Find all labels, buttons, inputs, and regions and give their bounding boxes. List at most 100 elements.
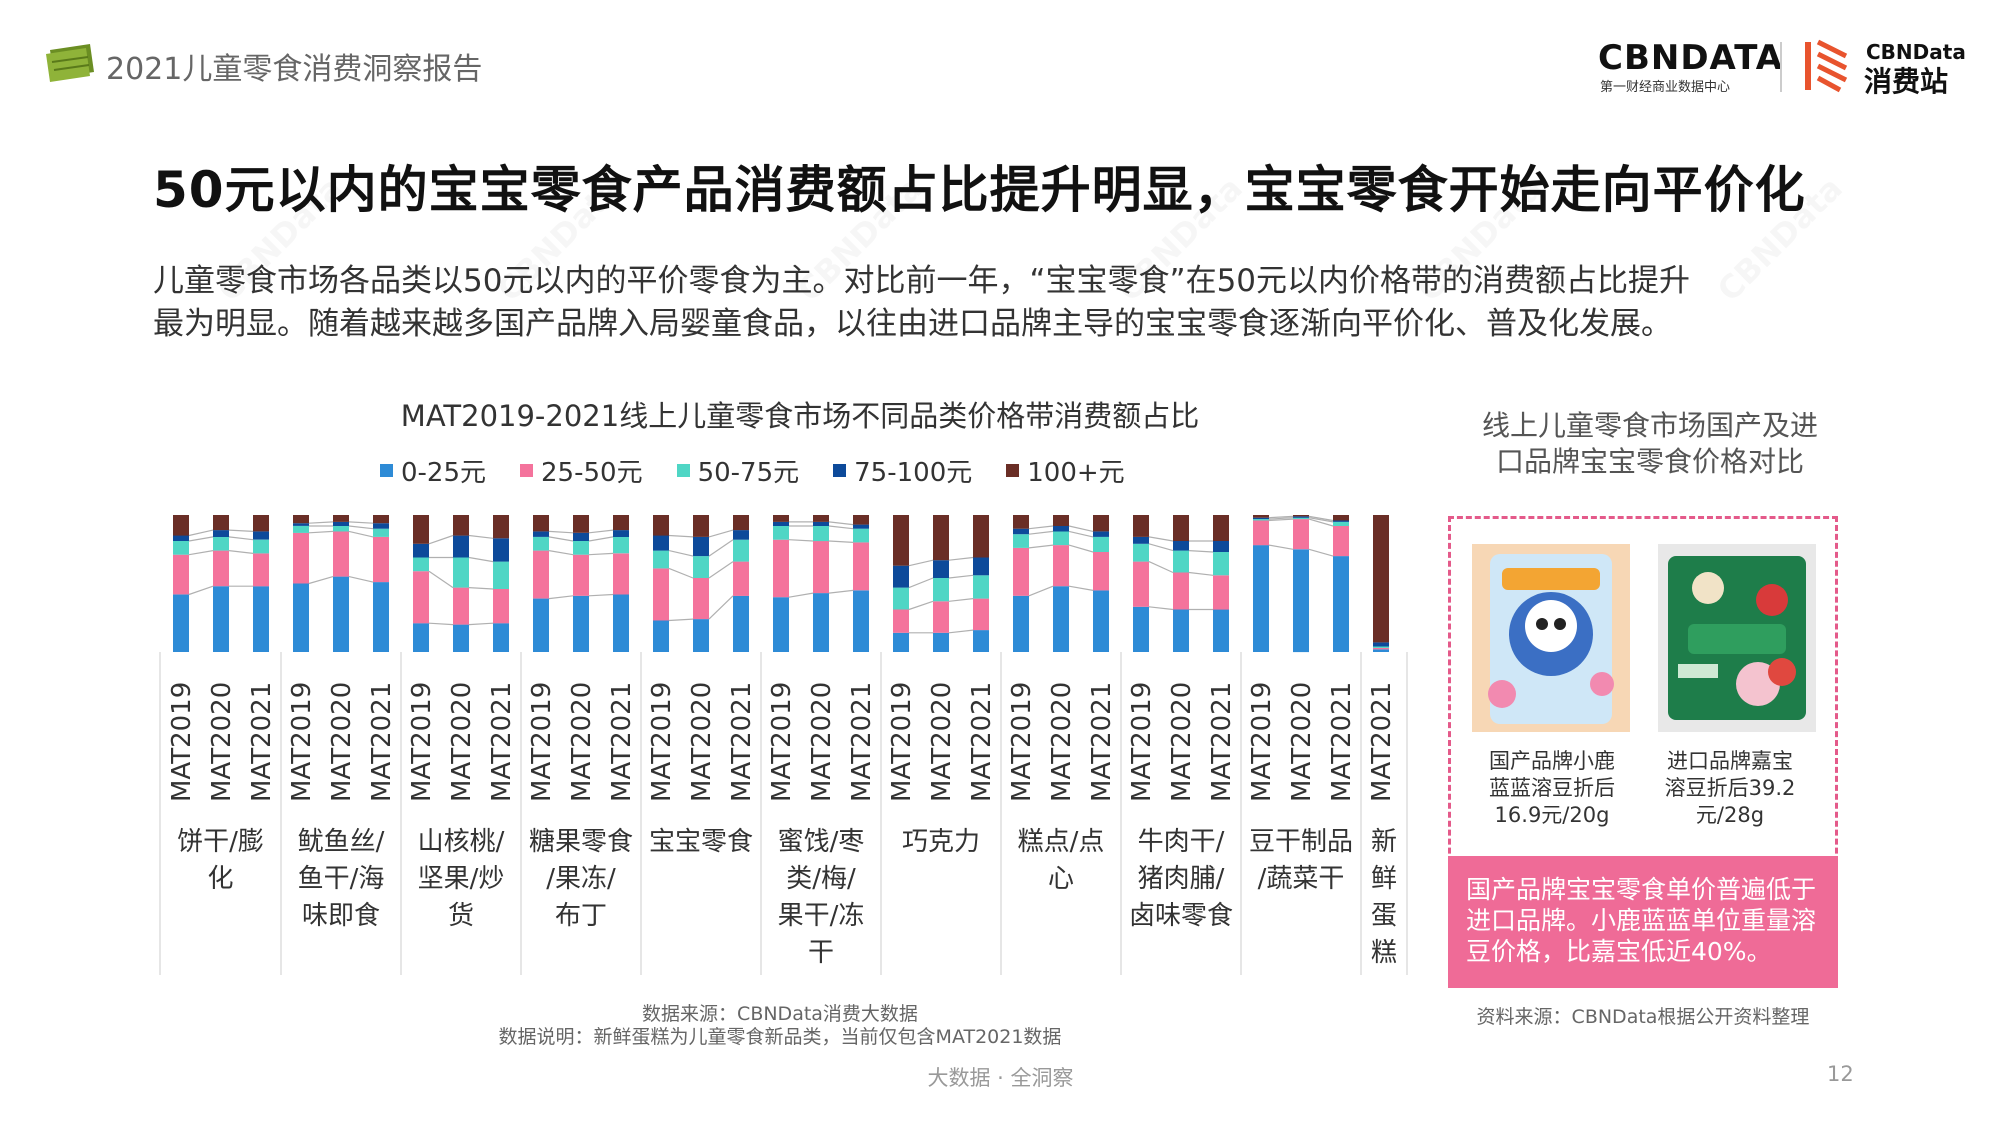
- bar-segment: [373, 536, 389, 583]
- x-tick-label: MAT2019: [887, 682, 917, 802]
- domestic-product-caption: 国产品牌小鹿 蓝蓝溶豆折后 16.9元/20g: [1489, 749, 1615, 827]
- x-tick-label: MAT2019: [527, 682, 557, 802]
- connector-line: [1268, 515, 1294, 519]
- connector-line: [188, 585, 214, 596]
- connector-line: [548, 536, 574, 542]
- bar-segment: [613, 536, 629, 554]
- chart-title: MAT2019-2021线上儿童零食市场不同品类价格带消费额占比: [400, 399, 1200, 433]
- x-tick-label: MAT2019: [167, 682, 197, 802]
- legend-label: 75-100元: [854, 458, 973, 488]
- connector-line: [228, 536, 254, 541]
- category-label: 干: [808, 938, 834, 968]
- bar-segment: [893, 515, 909, 566]
- imported-product-image: [1658, 544, 1816, 732]
- category-label: 布丁: [555, 901, 607, 931]
- connector-line: [548, 550, 574, 556]
- connector-line: [708, 529, 734, 538]
- connector-line: [708, 595, 734, 620]
- bar-segment: [1093, 531, 1109, 537]
- bar-segment: [653, 620, 669, 652]
- legend-label: 25-50元: [541, 458, 643, 488]
- connector-line: [228, 550, 254, 554]
- connector-line: [828, 525, 854, 530]
- bar-segment: [373, 582, 389, 652]
- category-label: 化: [207, 864, 233, 894]
- bar-segment: [653, 515, 669, 536]
- legend-item: 25-50元: [520, 452, 643, 489]
- bar-segment: [733, 515, 749, 531]
- bar-segment: [1213, 552, 1229, 576]
- stacked-bar-chart: MAT2019 MAT2020 MAT2021 MAT2019 MAT2020 MAT20…: [159, 515, 1408, 975]
- connector-line: [1068, 525, 1094, 532]
- bar-segment: [1293, 517, 1309, 520]
- x-tick-label: MAT2020: [327, 682, 357, 802]
- connector-line: [548, 595, 574, 600]
- sidebar-title-line2: 口品牌宝宝零食价格对比: [1495, 445, 1804, 478]
- bar-segment: [293, 526, 309, 533]
- bar-segment: [1133, 515, 1149, 537]
- bar-segment: [1293, 515, 1309, 517]
- bar-segment: [1373, 646, 1389, 648]
- bar-segment: [853, 515, 869, 525]
- bar-segment: [1133, 536, 1149, 544]
- bar-segment: [493, 538, 509, 562]
- category-label: /果冻/: [546, 864, 616, 894]
- consumer-station-logo-bottom: 消费站: [1864, 65, 1949, 98]
- bar-segment: [293, 515, 309, 524]
- category-label: 巧克力: [902, 827, 980, 857]
- x-tick-label: MAT2021: [727, 682, 757, 802]
- bar-segment: [413, 557, 429, 572]
- bar-segment: [1173, 609, 1189, 652]
- connector-line: [1308, 548, 1334, 557]
- bar-segment: [773, 515, 789, 522]
- connector-line: [468, 534, 494, 539]
- bar-segment: [333, 526, 349, 532]
- connector-line: [1308, 517, 1334, 523]
- connector-line: [1308, 518, 1334, 527]
- bar-segment: [173, 594, 189, 652]
- connector-line: [668, 567, 694, 579]
- bar-segment: [653, 550, 669, 569]
- connector-line: [948, 574, 974, 579]
- category-label: 蜜饯/枣: [778, 827, 865, 857]
- footer-slogan: 大数据 · 全洞察: [927, 1066, 1074, 1090]
- connector-line: [828, 540, 854, 543]
- bar-segment: [573, 515, 589, 533]
- legend-swatch: [1006, 464, 1020, 477]
- bar-segment: [613, 515, 629, 531]
- connector-line: [348, 525, 374, 530]
- bar-segment: [1253, 515, 1269, 518]
- x-tick-label: MAT2019: [1247, 682, 1277, 802]
- sidebar-title-line1: 线上儿童零食市场国产及进: [1481, 409, 1818, 442]
- x-tick-label: MAT2021: [367, 682, 397, 802]
- bar-segment: [733, 530, 749, 540]
- bar-segment: [973, 630, 989, 652]
- category-label: 新: [1371, 827, 1397, 857]
- category-label: 蛋: [1371, 901, 1397, 931]
- bar-segment: [1253, 545, 1269, 652]
- category-label: 鱿鱼丝/: [298, 827, 385, 857]
- connector-line: [1148, 536, 1174, 542]
- domestic-product-image: [1472, 544, 1630, 732]
- bar-segment: [613, 594, 629, 652]
- x-tick-label: MAT2021: [847, 682, 877, 802]
- connector-line: [228, 529, 254, 532]
- bar-segment: [1173, 515, 1189, 541]
- connector-line: [468, 556, 494, 563]
- bar-segment: [453, 535, 469, 558]
- bar-segment: [893, 587, 909, 610]
- bar-segment: [613, 530, 629, 537]
- bar-segment: [213, 586, 229, 652]
- connector-line: [1188, 571, 1214, 576]
- x-tick-label: MAT2020: [447, 682, 477, 802]
- bar-segment: [813, 526, 829, 542]
- bar-segment: [1133, 543, 1149, 562]
- connector-line: [308, 530, 334, 534]
- x-tick-label: MAT2020: [807, 682, 837, 802]
- connector-line: [348, 576, 374, 583]
- bar-segment: [1373, 515, 1389, 643]
- bar-segment: [973, 598, 989, 631]
- bar-segment: [1253, 519, 1269, 521]
- bar-segment: [1173, 541, 1189, 551]
- consumer-station-logo-icon: [1805, 39, 1848, 93]
